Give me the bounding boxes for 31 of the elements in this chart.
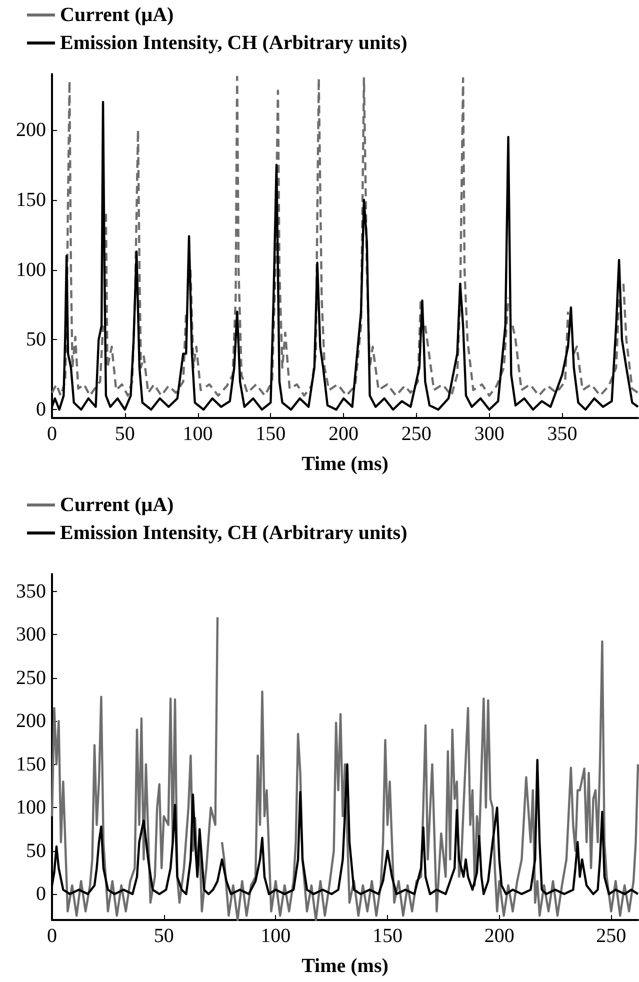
y-tick-label: 350 xyxy=(16,580,46,602)
y-tick-label: 250 xyxy=(16,666,46,689)
x-tick-label: 200 xyxy=(484,925,514,947)
x-tick-label: 50 xyxy=(154,925,174,947)
x-axis-title: Time (ms) xyxy=(302,955,388,977)
x-tick-label: 150 xyxy=(256,423,286,445)
y-tick-label: 50 xyxy=(26,840,46,862)
x-tick-label: 100 xyxy=(260,925,291,947)
x-axis-title: Time (ms) xyxy=(302,453,388,475)
legend-label: Current (μA) xyxy=(60,494,174,516)
y-tick-label: 150 xyxy=(16,188,46,211)
y-tick-label: 200 xyxy=(16,118,46,141)
legend-label: Current (μA) xyxy=(60,4,174,26)
x-tick-label: 250 xyxy=(596,925,626,947)
x-tick-label: 200 xyxy=(328,423,359,445)
y-tick-label: 150 xyxy=(16,753,46,776)
y-tick-label: 200 xyxy=(16,710,46,732)
y-tick-label: 0 xyxy=(36,883,46,906)
y-tick-label: 300 xyxy=(16,624,46,646)
legend-label: Emission Intensity, CH (Arbitrary units) xyxy=(60,32,408,54)
x-tick-label: 350 xyxy=(547,423,578,445)
x-tick-label: 300 xyxy=(474,423,504,445)
x-tick-label: 50 xyxy=(114,423,135,445)
x-tick-label: 150 xyxy=(372,925,402,947)
y-tick-label: 50 xyxy=(26,328,46,351)
y-tick-label: 0 xyxy=(36,398,46,421)
x-tick-label: 100 xyxy=(182,423,213,445)
x-tick-label: 250 xyxy=(401,423,432,445)
y-tick-label: 100 xyxy=(16,796,46,819)
y-tick-label: 100 xyxy=(16,258,46,281)
legend-label: Emission Intensity, CH (Arbitrary units) xyxy=(60,522,408,544)
